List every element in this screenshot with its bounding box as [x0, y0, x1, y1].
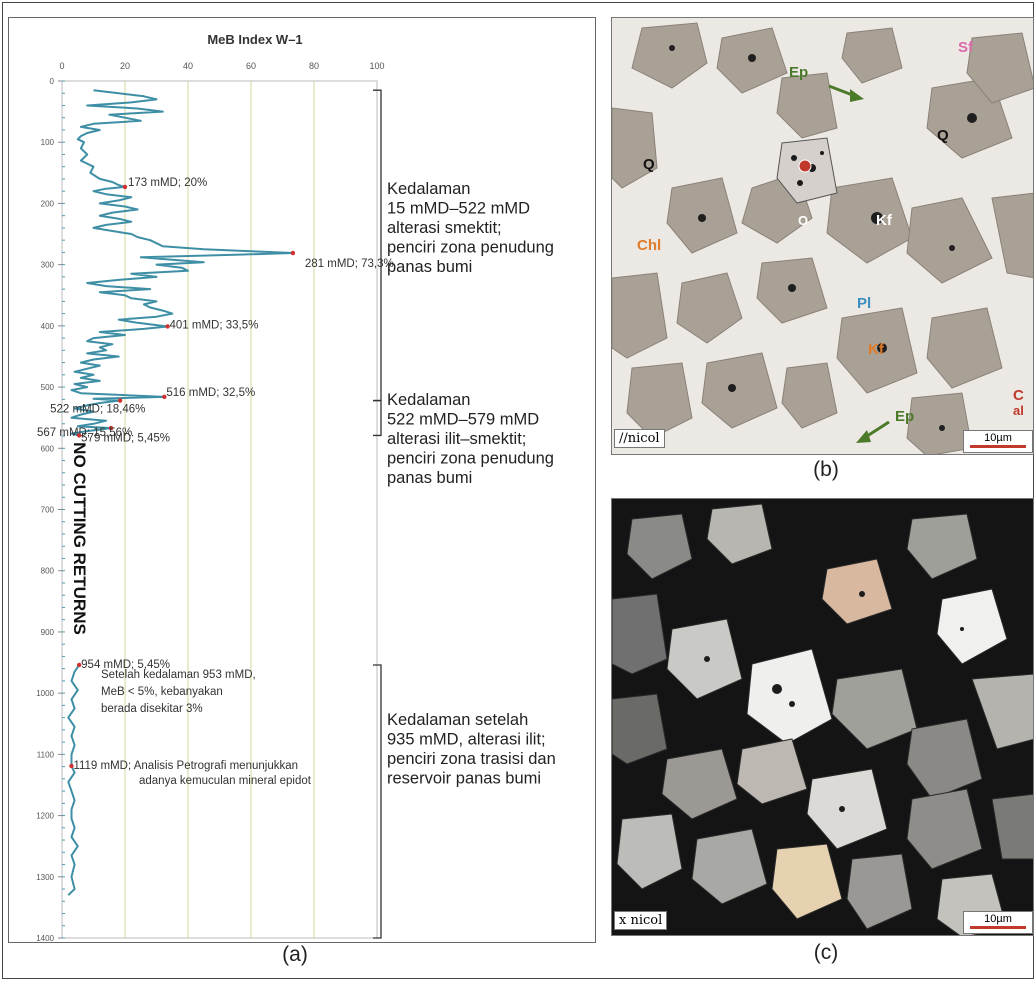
annotation-label: 579 mMD; 5,45% — [81, 432, 170, 444]
y-tick-label: 100 — [41, 138, 55, 147]
annotation-marker — [108, 425, 114, 431]
label-al: al — [1013, 403, 1024, 418]
zone-description: 935 mMD, alterasi ilit; — [387, 731, 546, 749]
x-tick-label: 60 — [246, 61, 256, 71]
plot-area — [61, 80, 378, 939]
annotation-marker — [76, 433, 82, 438]
xpl-scale-bar: 10µm — [963, 911, 1033, 934]
y-tick-label: 600 — [41, 444, 55, 453]
ppl-scale-line — [970, 445, 1026, 448]
meb-index-panel: MeB Index W–1 0 20 40 60 80 100 0 100 200 300 400 50… — [8, 17, 596, 943]
meb-series-line — [70, 89, 294, 437]
annotation-marker — [117, 398, 123, 403]
label-c: C — [1013, 387, 1024, 404]
no-cutting-returns-label: NO CUTTING RETURNS — [70, 442, 89, 635]
xpl-mode-label: x nicol — [614, 911, 668, 930]
annotation-marker — [162, 394, 167, 400]
label-q-left: Q — [643, 156, 655, 173]
annotation-label: 516 mMD; 32,5% — [166, 387, 255, 399]
annotation-label: 401 mMD; 33,5% — [170, 319, 259, 331]
ppl-scale-label: 10µm — [984, 432, 1012, 444]
after-953-note: MeB < 5%, kebanyakan — [101, 686, 223, 698]
y-tick-label: 300 — [41, 261, 55, 270]
zone-description: Kedalaman — [387, 391, 470, 409]
y-tick-label: 700 — [41, 506, 55, 515]
label-o: O — [798, 213, 809, 228]
annotation-label: 954 mMD; 5,45% — [81, 659, 170, 671]
label-chl: Chl — [637, 237, 662, 254]
after-953-note: Setelah kedalaman 953 mMD, — [101, 669, 256, 681]
label-ep-top: Ep — [789, 64, 809, 81]
x-tick-label: 80 — [309, 61, 319, 71]
y-tick-label: 0 — [50, 77, 55, 86]
x-tick-label: 40 — [183, 61, 193, 71]
annotation-label: 522 mMD; 18,46% — [50, 404, 145, 416]
zone-description: alterasi smektit; — [387, 219, 502, 237]
x-tick-label: 0 — [59, 61, 64, 71]
label-kf-lower: Kf — [868, 341, 884, 358]
zone-description: Kedalaman setelah — [387, 711, 528, 729]
annotation-marker — [76, 662, 82, 668]
thin-section-xpl-photo — [611, 498, 1034, 936]
caption-b: (b) — [813, 458, 839, 481]
caption-c: (c) — [813, 941, 839, 964]
annotation-label: 281 mMD; 73,3% — [305, 258, 394, 270]
thin-section-ppl-photo — [611, 17, 1034, 455]
y-tick-label: 1100 — [37, 750, 55, 759]
y-tick-label: 400 — [41, 322, 55, 331]
y-tick-label: 900 — [41, 628, 55, 637]
zone-description: penciri zona trasisi dan — [387, 750, 556, 768]
y-tick-label: 200 — [41, 199, 55, 208]
y-tick-label: 1400 — [36, 934, 54, 943]
zone-description: 522 mMD–579 mMD — [387, 411, 539, 429]
annotation-marker — [290, 250, 296, 256]
meb-index-chart: MeB Index W–10 20 40 60 80 100010020030040050… — [36, 32, 556, 943]
xpl-micrograph — [612, 499, 1033, 935]
zone-bracket — [373, 399, 382, 437]
annotation-label: 567 mMD; 15,56% — [37, 427, 132, 439]
y-tick-label: 1000 — [36, 689, 54, 698]
zone-description: panas bumi — [387, 258, 472, 276]
label-sf: Sf — [958, 39, 973, 56]
zone-bracket — [373, 664, 382, 939]
zone-description: Kedalaman — [387, 180, 470, 198]
ppl-micrograph — [612, 18, 1033, 454]
xpl-scale-label: 10µm — [984, 913, 1012, 925]
caption-a: (a) — [282, 943, 308, 966]
x-tick-label: 20 — [120, 61, 130, 71]
annotation-label: 173 mMD; 20% — [128, 177, 207, 189]
xpl-scale-line — [970, 926, 1026, 929]
annotation-marker — [165, 324, 170, 329]
label-q-right: Q — [937, 127, 949, 144]
annotation-marker — [69, 763, 74, 769]
zone-description: reservoir panas bumi — [387, 770, 541, 788]
label-pl: Pl — [857, 295, 872, 312]
meb-series-line-deep — [67, 664, 81, 896]
zone-description: panas bumi — [387, 469, 472, 487]
chart-title: MeB Index W–1 — [207, 32, 302, 47]
y-tick-label: 800 — [41, 567, 55, 576]
petrography-note: adanya kemuculan mineral epidot — [139, 775, 312, 787]
annotation-label: 1119 mMD; Analisis Petrografi menunjukka… — [73, 760, 298, 772]
ppl-scale-bar: 10µm — [963, 430, 1033, 453]
zone-description: penciri zona penudung — [387, 239, 554, 257]
after-953-note: berada disekitar 3% — [101, 703, 203, 715]
y-tick-label: 1200 — [36, 812, 54, 821]
annotation-marker — [122, 184, 128, 190]
zone-description: alterasi ilit–smektit; — [387, 430, 526, 448]
label-ep-bottom: Ep — [895, 408, 915, 425]
label-kf-center: Kf — [876, 212, 892, 229]
y-tick-label: 500 — [41, 383, 55, 392]
y-tick-label: 1300 — [36, 873, 54, 882]
ppl-mode-label: //nicol — [614, 429, 665, 448]
x-tick-label: 100 — [369, 61, 384, 71]
zone-description: 15 mMD–522 mMD — [387, 200, 530, 218]
zone-description: penciri zona penudung — [387, 450, 554, 468]
